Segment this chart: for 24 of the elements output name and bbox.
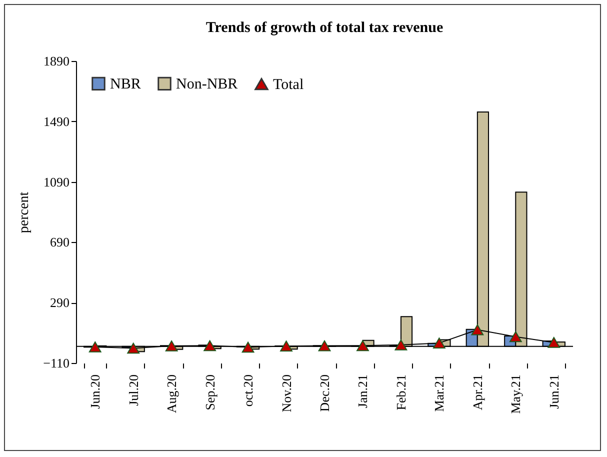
legend-label: Total	[273, 77, 304, 94]
x-tick-label: Aug.20	[164, 374, 180, 414]
y-tick-label: 290	[50, 295, 70, 310]
y-tick-label: 690	[50, 234, 70, 250]
x-tick-label: Mar.21	[432, 374, 447, 412]
y-tick-label: 1490	[44, 114, 70, 129]
x-tick-label: Nov.20	[278, 374, 294, 412]
x-tick-label: Sep.20	[202, 374, 218, 410]
x-tick-label: Jul.20	[126, 374, 141, 406]
y-axis-title: percent	[17, 192, 32, 234]
legend-label: Non-NBR	[176, 76, 238, 93]
x-tick-label: Jun.21	[546, 374, 562, 409]
x-tick-label: Feb.21	[393, 374, 408, 410]
legend-label: NBR	[110, 76, 141, 93]
y-tick-label: −110	[43, 356, 70, 370]
chart-title: Trends of growth of total tax revenue	[206, 20, 444, 36]
y-tick-label: 1890	[44, 54, 70, 68]
x-tick-label: Apr.21	[470, 374, 485, 410]
x-tick-label: Dec.20	[317, 374, 332, 412]
x-tick-label: Jan.21	[355, 374, 370, 408]
y-tick-label: 1090	[44, 174, 70, 190]
x-tick-label: oct.20	[240, 374, 256, 407]
x-tick-label: Jun.20	[88, 374, 103, 409]
x-tick-label: May.21	[508, 374, 524, 414]
